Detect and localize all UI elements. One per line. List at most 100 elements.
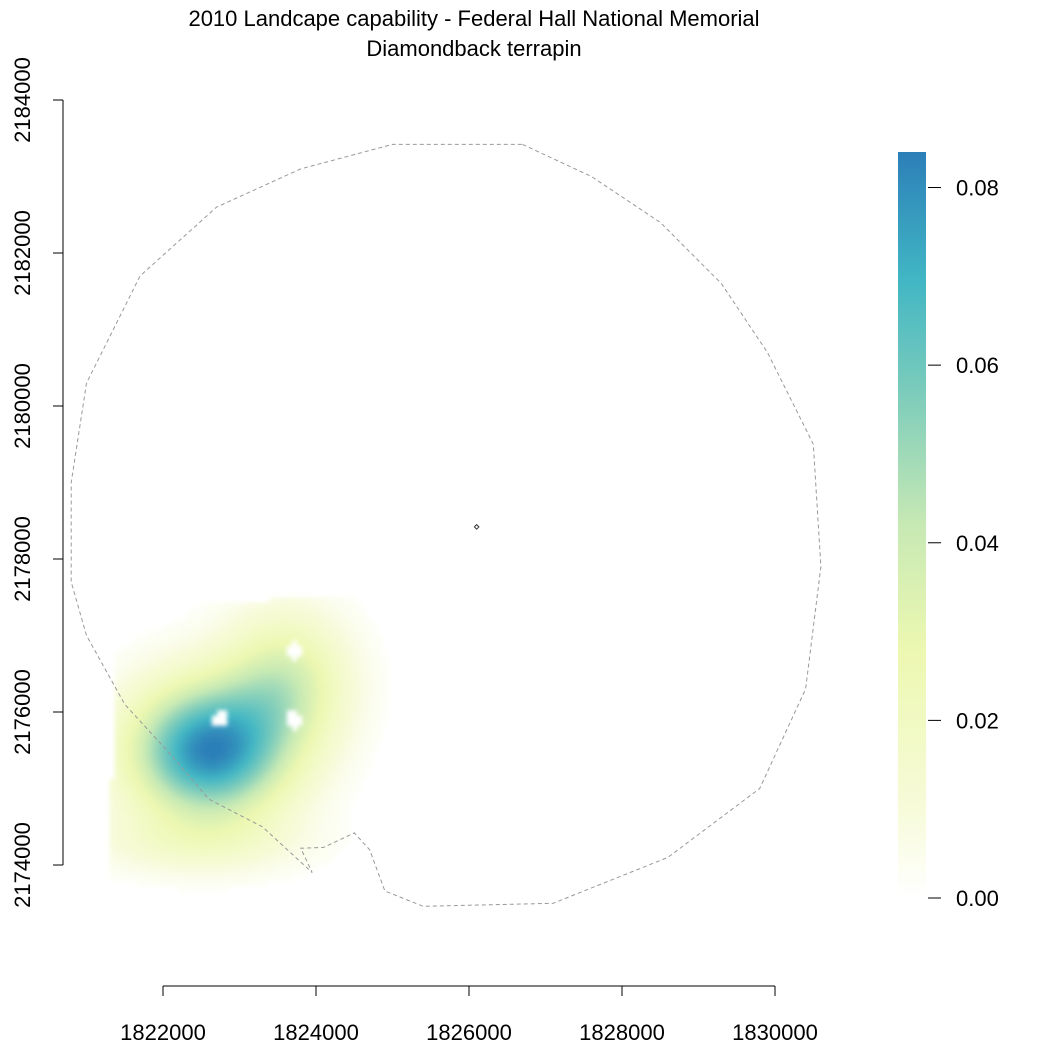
raster-cell bbox=[264, 629, 271, 636]
raster-cell bbox=[125, 709, 132, 716]
raster-cell bbox=[216, 790, 223, 796]
raster-cell bbox=[152, 774, 159, 780]
raster-cell bbox=[163, 811, 169, 818]
raster-cell bbox=[168, 736, 175, 743]
raster-cell bbox=[189, 886, 196, 893]
raster-cell bbox=[371, 677, 378, 684]
raster-cell bbox=[211, 602, 218, 609]
raster-cell bbox=[157, 699, 164, 705]
raster-cell bbox=[323, 784, 330, 791]
raster-cell bbox=[200, 640, 207, 647]
raster-cell bbox=[259, 784, 266, 791]
raster-cell bbox=[205, 720, 212, 727]
raster-cell bbox=[152, 677, 159, 684]
raster-cell bbox=[355, 779, 362, 786]
raster-cell bbox=[141, 741, 148, 748]
raster-cell bbox=[130, 870, 137, 877]
raster-cell bbox=[350, 704, 357, 711]
raster-cell bbox=[205, 731, 212, 738]
raster-cell bbox=[173, 624, 180, 630]
raster-cell bbox=[179, 661, 186, 668]
raster-cell bbox=[232, 682, 239, 689]
raster-cell bbox=[173, 704, 180, 711]
raster-cell bbox=[200, 618, 207, 625]
raster-cell bbox=[248, 725, 255, 732]
raster-cell bbox=[146, 688, 153, 695]
raster-cell bbox=[221, 661, 228, 668]
raster-cell bbox=[302, 854, 309, 861]
raster-cell bbox=[296, 832, 303, 839]
raster-cell bbox=[355, 715, 362, 722]
raster-cell bbox=[146, 790, 153, 796]
raster-cell bbox=[334, 677, 341, 684]
raster-cell bbox=[275, 634, 282, 641]
raster-cell bbox=[275, 795, 282, 802]
raster-cell bbox=[339, 768, 346, 775]
raster-cell bbox=[179, 677, 186, 684]
raster-cell bbox=[173, 843, 180, 850]
raster-cell bbox=[377, 693, 384, 700]
raster-cell bbox=[173, 672, 180, 679]
raster-cell bbox=[184, 854, 191, 861]
raster-cell bbox=[200, 629, 207, 636]
raster-cell bbox=[195, 886, 202, 893]
raster-cell bbox=[189, 875, 196, 882]
raster-cell bbox=[216, 602, 223, 609]
raster-cell bbox=[195, 715, 202, 722]
raster-cell bbox=[334, 752, 341, 759]
raster-cell bbox=[264, 661, 271, 668]
raster-cell bbox=[136, 870, 143, 877]
raster-cell bbox=[307, 784, 314, 791]
raster-cell bbox=[350, 747, 357, 754]
raster-cell bbox=[227, 822, 234, 829]
raster-cell bbox=[179, 741, 186, 748]
raster-cell bbox=[157, 629, 164, 636]
raster-cell bbox=[216, 677, 223, 684]
raster-cell bbox=[339, 661, 346, 668]
raster-cell bbox=[221, 784, 228, 791]
raster-cell bbox=[120, 774, 127, 780]
raster-cell bbox=[259, 682, 266, 689]
raster-cell bbox=[232, 731, 239, 738]
raster-cell bbox=[114, 757, 121, 764]
raster-cell bbox=[254, 822, 260, 829]
raster-cell bbox=[291, 688, 298, 695]
raster-cell bbox=[259, 763, 266, 770]
raster-cell bbox=[109, 827, 116, 834]
raster-cell bbox=[355, 709, 362, 716]
raster-cell bbox=[334, 645, 341, 652]
raster-cell bbox=[195, 693, 202, 700]
raster-cell bbox=[179, 816, 186, 823]
raster-cell bbox=[259, 725, 266, 732]
raster-cell bbox=[232, 736, 239, 743]
raster-cell bbox=[163, 656, 169, 663]
raster-cell bbox=[259, 634, 266, 641]
raster-cell bbox=[382, 656, 389, 663]
raster-cell bbox=[163, 800, 169, 807]
raster-cell bbox=[377, 704, 384, 711]
raster-cell bbox=[248, 757, 255, 764]
raster-cell bbox=[270, 661, 277, 668]
raster-cell bbox=[345, 790, 352, 796]
raster-cell bbox=[205, 859, 212, 866]
raster-cell bbox=[141, 843, 148, 850]
raster-cell bbox=[168, 768, 175, 775]
raster-cell bbox=[184, 811, 191, 818]
raster-cell bbox=[136, 656, 143, 663]
raster-cell bbox=[259, 790, 266, 796]
raster-cell bbox=[125, 650, 132, 657]
raster-cell bbox=[211, 731, 218, 738]
raster-cell bbox=[291, 806, 298, 813]
raster-cell bbox=[114, 763, 121, 770]
raster-cell bbox=[163, 666, 169, 673]
raster-cell bbox=[345, 629, 352, 636]
raster-cell bbox=[312, 763, 319, 770]
raster-cell bbox=[168, 741, 175, 748]
raster-cell bbox=[173, 715, 180, 722]
raster-cell bbox=[211, 650, 218, 657]
raster-cell bbox=[334, 682, 341, 689]
raster-cell bbox=[238, 640, 244, 647]
raster-cell bbox=[286, 806, 293, 813]
raster-cell bbox=[339, 800, 346, 807]
raster-cell bbox=[125, 790, 132, 796]
